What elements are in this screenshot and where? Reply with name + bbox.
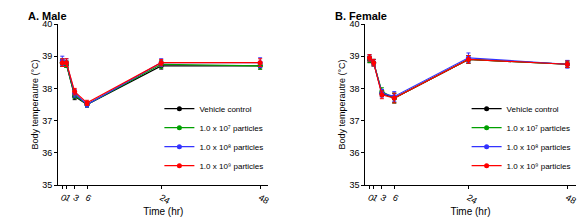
svg-text:1.0 x 10⁷ particles: 1.0 x 10⁷ particles bbox=[199, 124, 262, 133]
svg-text:6: 6 bbox=[391, 192, 400, 203]
svg-text:1.0 x 10⁸ particles: 1.0 x 10⁸ particles bbox=[199, 143, 263, 152]
svg-text:Body temperautre (°C): Body temperautre (°C) bbox=[30, 59, 40, 149]
svg-text:0: 0 bbox=[366, 192, 375, 203]
svg-text:48: 48 bbox=[257, 192, 271, 206]
svg-text:1.0 x 10⁹ particles: 1.0 x 10⁹ particles bbox=[199, 162, 263, 171]
svg-text:40: 40 bbox=[350, 19, 360, 29]
svg-text:40: 40 bbox=[42, 19, 52, 29]
svg-text:Body temperautre (°C): Body temperautre (°C) bbox=[337, 59, 347, 149]
svg-text:Vehicle control: Vehicle control bbox=[199, 105, 251, 114]
svg-text:38: 38 bbox=[42, 84, 52, 94]
svg-text:36: 36 bbox=[350, 148, 360, 158]
svg-text:39: 39 bbox=[350, 51, 360, 61]
svg-text:Time (hr): Time (hr) bbox=[143, 206, 183, 217]
svg-text:37: 37 bbox=[350, 116, 360, 126]
svg-text:A. Male: A. Male bbox=[28, 10, 67, 22]
svg-text:1: 1 bbox=[370, 192, 379, 203]
svg-text:35: 35 bbox=[42, 180, 52, 190]
svg-text:37: 37 bbox=[42, 116, 52, 126]
svg-text:B. Female: B. Female bbox=[335, 10, 387, 22]
svg-text:6: 6 bbox=[84, 192, 93, 203]
svg-text:38: 38 bbox=[350, 84, 360, 94]
svg-text:Time (hr): Time (hr) bbox=[450, 206, 490, 217]
svg-text:48: 48 bbox=[564, 192, 578, 206]
svg-text:Vehicle control: Vehicle control bbox=[507, 105, 559, 114]
svg-text:3: 3 bbox=[71, 192, 80, 203]
svg-text:3: 3 bbox=[379, 192, 388, 203]
svg-text:1.0 x 10⁸ particles: 1.0 x 10⁸ particles bbox=[507, 143, 571, 152]
svg-text:1: 1 bbox=[63, 192, 72, 203]
svg-text:1.0 x 10⁷ particles: 1.0 x 10⁷ particles bbox=[507, 124, 570, 133]
svg-text:39: 39 bbox=[42, 51, 52, 61]
svg-text:24: 24 bbox=[158, 192, 172, 206]
svg-text:0: 0 bbox=[59, 192, 68, 203]
svg-text:36: 36 bbox=[42, 148, 52, 158]
svg-text:24: 24 bbox=[465, 192, 479, 206]
svg-text:35: 35 bbox=[350, 180, 360, 190]
svg-text:1.0 x 10⁹ particles: 1.0 x 10⁹ particles bbox=[507, 162, 571, 171]
